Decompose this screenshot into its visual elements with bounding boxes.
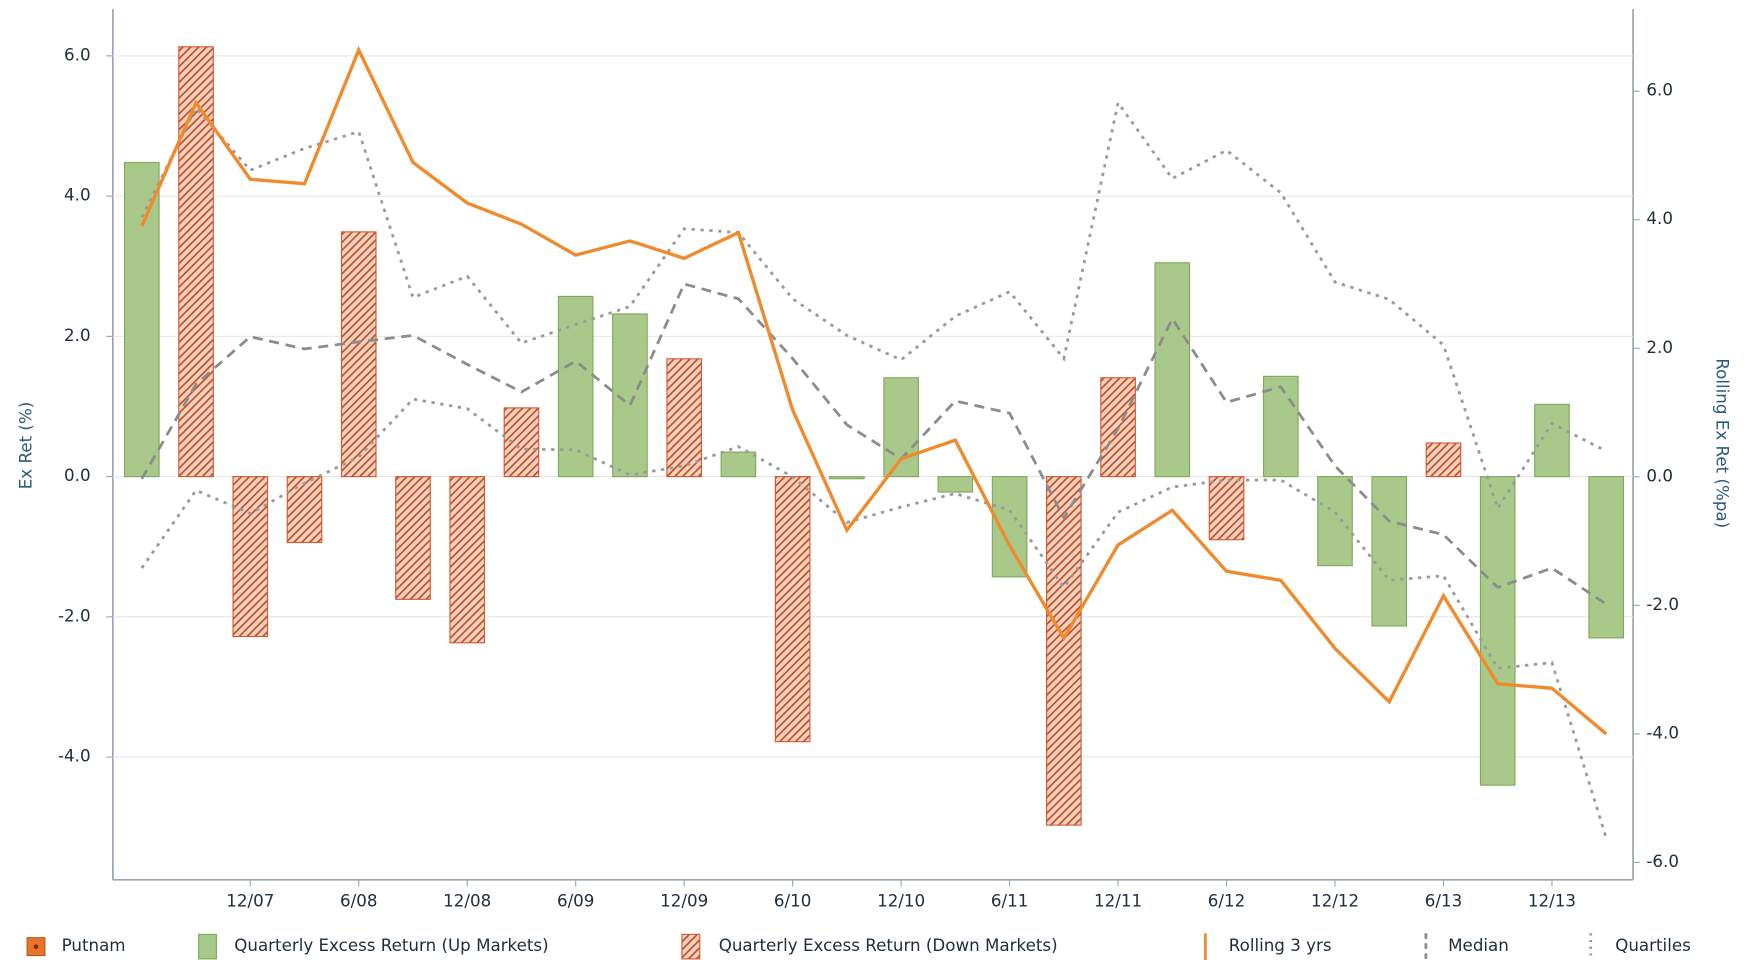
legend-label: Rolling 3 yrs	[1229, 935, 1332, 955]
hatched-bar	[774, 476, 811, 743]
legend-label: Median	[1448, 935, 1509, 955]
hatched-bar	[1046, 476, 1082, 826]
y2-tick-label: -4.0	[1646, 722, 1679, 742]
hatched-bar	[503, 407, 540, 478]
x-tick-label: 12/09	[660, 891, 708, 911]
bar	[1154, 262, 1191, 478]
hatched-bar	[286, 476, 323, 544]
hatched-bar	[1425, 442, 1462, 478]
lower-quartile-line	[140, 397, 1608, 839]
legend-label: Quartiles	[1615, 935, 1691, 955]
x-tick-label: 6/13	[1425, 891, 1462, 911]
bar	[883, 377, 919, 478]
legend-label: Putnam	[62, 935, 126, 955]
y-tick-label: -4.0	[58, 746, 91, 766]
bar	[720, 451, 757, 478]
hatched-bar	[666, 358, 702, 478]
x-tick-label: 12/07	[226, 891, 274, 911]
x-tick-label: 12/10	[877, 891, 925, 911]
x-tick-label: 6/09	[557, 891, 594, 911]
legend-swatch	[681, 933, 701, 960]
y2-tick-label: 0.0	[1646, 465, 1673, 485]
y2-tick-label: -6.0	[1646, 851, 1679, 871]
y-tick-label: 2.0	[64, 325, 91, 345]
legend-swatch-dot	[33, 944, 39, 949]
legend-label: Quarterly Excess Return (Down Markets)	[719, 935, 1058, 955]
x-tick-label: 6/10	[774, 891, 811, 911]
y2-tick-label: -2.0	[1646, 594, 1679, 614]
x-tick-label: 12/12	[1311, 891, 1359, 911]
x-tick-label: 6/11	[991, 891, 1028, 911]
y-tick-label: 4.0	[64, 185, 91, 205]
bar	[1317, 476, 1353, 567]
x-tick-label: 6/08	[340, 891, 377, 911]
hatched-bar	[1208, 476, 1245, 541]
y2-tick-label: 2.0	[1646, 337, 1673, 357]
x-tick-label: 12/11	[1094, 891, 1142, 911]
rolling-line	[140, 45, 1608, 736]
bar	[1534, 403, 1570, 478]
x-tick-label: 12/08	[443, 891, 491, 911]
y-tick-label: 6.0	[64, 44, 91, 64]
median-line	[140, 282, 1607, 606]
y2-tick-label: 4.0	[1646, 208, 1673, 228]
bar	[829, 476, 865, 480]
hatched-bar	[340, 231, 377, 478]
bar	[557, 295, 594, 478]
legend-label: Quarterly Excess Return (Up Markets)	[234, 935, 548, 955]
bar	[937, 476, 974, 493]
bar	[123, 161, 160, 478]
hatched-bar	[395, 476, 431, 600]
hatched-bar	[178, 46, 214, 478]
bar	[1262, 375, 1299, 478]
bar	[1479, 476, 1516, 786]
y-tick-label: 0.0	[64, 465, 91, 485]
x-tick-label: 12/13	[1528, 891, 1576, 911]
y-tick-label: -2.0	[58, 605, 91, 625]
legend-swatch	[198, 933, 217, 960]
x-tick-label: 6/12	[1208, 891, 1245, 911]
y2-tick-label: 6.0	[1646, 80, 1673, 100]
y2-axis-label: Rolling Ex Ret (%pa)	[1713, 358, 1733, 528]
hatched-bar	[232, 476, 269, 638]
bar	[1371, 476, 1408, 627]
y-axis-label: Ex Ret (%)	[16, 402, 36, 490]
hatched-bar	[449, 476, 486, 644]
bar	[1588, 476, 1625, 639]
